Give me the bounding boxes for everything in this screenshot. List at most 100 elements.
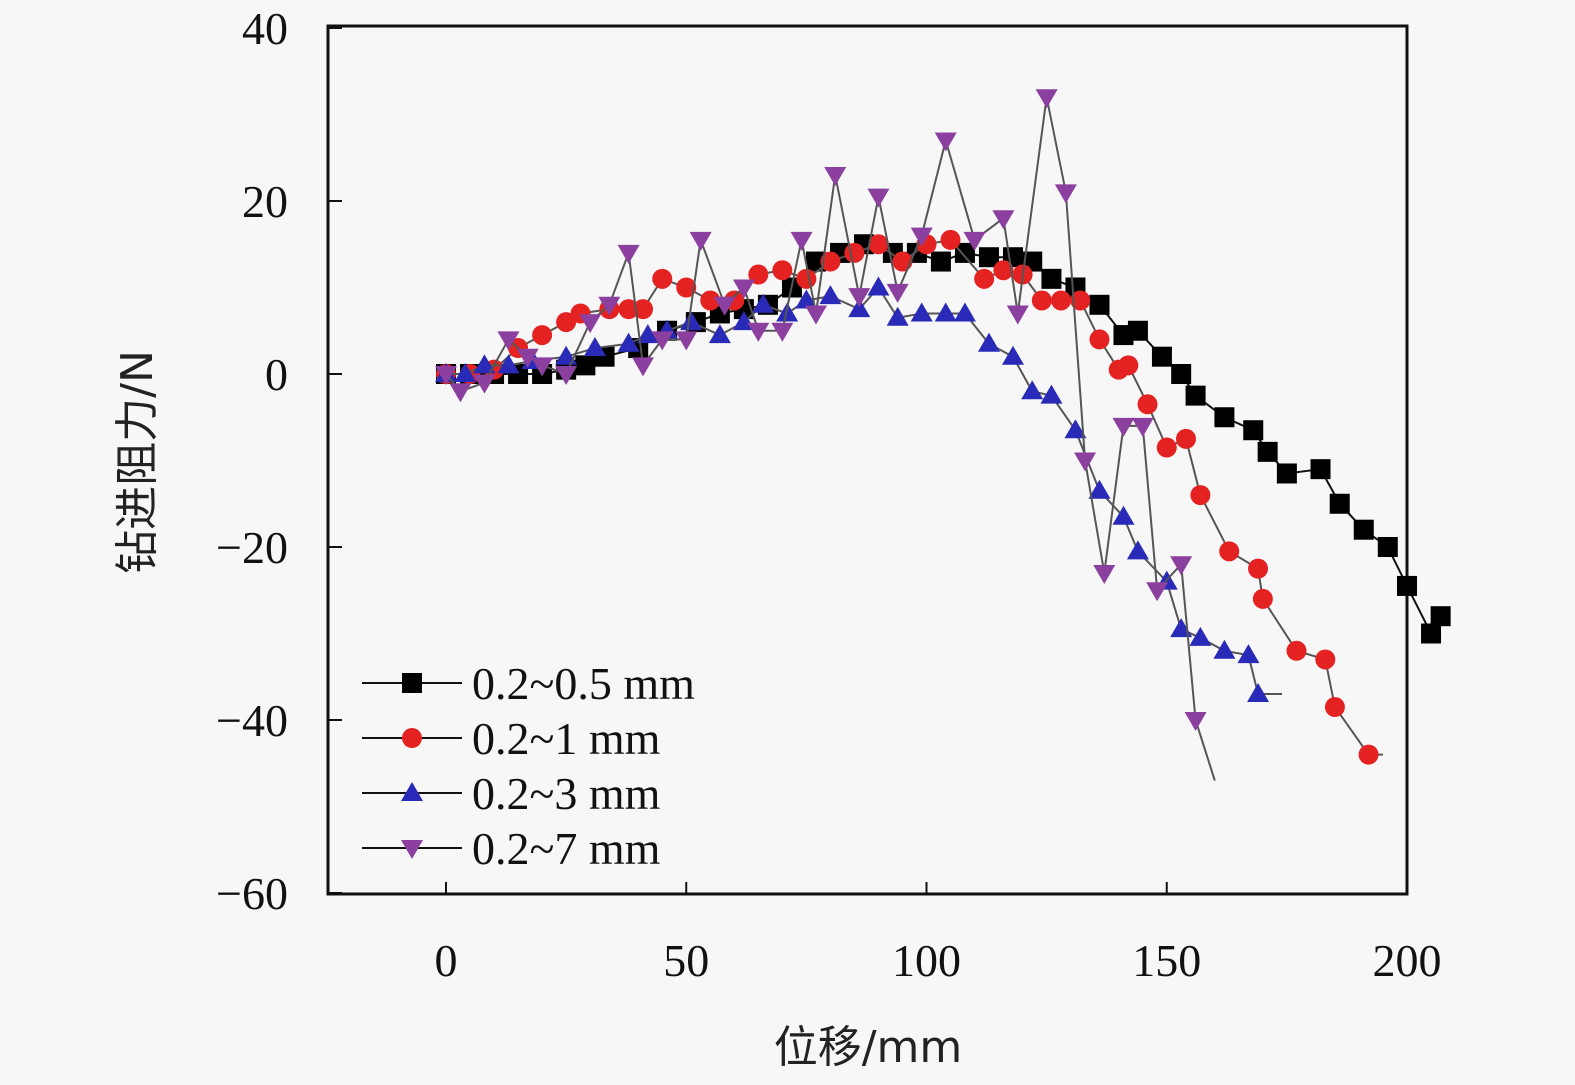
data-point [1175, 428, 1196, 449]
data-point [1171, 364, 1192, 384]
data-point [1252, 588, 1273, 609]
data-point [617, 332, 640, 352]
y-tick-label: −20 [216, 522, 288, 573]
data-point [1276, 463, 1297, 484]
data-point [732, 279, 755, 299]
data-point [700, 290, 721, 311]
x-tick-label: 0 [435, 935, 458, 986]
data-point [886, 306, 909, 326]
data-point [848, 288, 871, 308]
data-point [1219, 541, 1240, 562]
data-point [1190, 485, 1211, 506]
legend-marker [401, 840, 423, 859]
data-point [632, 357, 655, 377]
data-point [1430, 606, 1451, 627]
data-point [963, 231, 986, 251]
data-point [1021, 380, 1044, 400]
series-layer [435, 89, 1451, 781]
data-point [805, 251, 826, 272]
data-point [1257, 441, 1278, 462]
data-point [676, 277, 697, 298]
data-point [772, 260, 793, 281]
data-point [820, 251, 841, 272]
data-point [978, 247, 999, 268]
data-point [795, 289, 818, 309]
data-point [1093, 564, 1116, 584]
data-point [910, 302, 933, 322]
data-point [1397, 575, 1417, 596]
data-point [1184, 712, 1207, 731]
data-point [473, 354, 496, 374]
legend-marker [402, 728, 422, 748]
data-point [848, 298, 871, 318]
legend-item: 0.2~3 mm [362, 768, 661, 819]
data-point [579, 314, 602, 334]
legend-label: 0.2~3 mm [472, 768, 661, 819]
data-point [1248, 558, 1269, 579]
data-point [804, 305, 827, 325]
legend-label: 0.2~7 mm [472, 823, 661, 874]
data-point [819, 285, 842, 305]
data-point [867, 276, 890, 296]
data-point [618, 299, 639, 320]
x-tick-label: 200 [1373, 935, 1442, 986]
data-point [790, 231, 813, 251]
data-point [1247, 683, 1270, 703]
data-point [680, 311, 703, 331]
data-point [796, 268, 817, 289]
data-point [1064, 419, 1087, 439]
data-point [930, 251, 951, 272]
data-point [1170, 556, 1193, 576]
data-point [824, 167, 847, 187]
x-tick-label: 100 [892, 935, 961, 986]
data-point [531, 357, 554, 377]
data-point [1156, 437, 1177, 458]
y-tick-label: 40 [242, 3, 288, 54]
data-point [1151, 346, 1172, 367]
data-point [583, 337, 606, 357]
data-point [867, 188, 890, 208]
data-point [435, 366, 457, 385]
legend-item: 0.2~1 mm [362, 713, 661, 764]
data-point [1088, 479, 1111, 499]
data-point [992, 210, 1015, 230]
data-point [1001, 345, 1024, 365]
data-point [1051, 290, 1072, 311]
data-point [974, 268, 995, 289]
data-point [1006, 305, 1029, 325]
data-point [598, 296, 621, 316]
data-point [1112, 505, 1135, 525]
data-point [449, 383, 472, 403]
data-point [1035, 89, 1058, 109]
data-point [1040, 384, 1063, 404]
data-point [1131, 417, 1154, 437]
legend-marker [401, 782, 423, 801]
y-axis-title: 钻进阻力/N [112, 350, 163, 574]
data-point [1237, 644, 1260, 664]
data-point [689, 231, 712, 251]
data-point [556, 312, 577, 333]
data-point [575, 355, 596, 376]
data-point [708, 324, 731, 344]
data-point [1358, 744, 1379, 765]
legend-item: 0.2~0.5 mm [362, 658, 695, 709]
data-point [636, 324, 659, 344]
data-point [1041, 268, 1062, 289]
data-point [1286, 640, 1307, 661]
data-point [454, 363, 477, 382]
data-point [953, 302, 976, 322]
data-point [1089, 294, 1110, 315]
data-point [977, 332, 1000, 352]
data-point [910, 227, 933, 247]
data-point [555, 366, 578, 385]
legend-label: 0.2~1 mm [472, 713, 661, 764]
data-point [934, 132, 957, 152]
y-tick-label: 0 [265, 349, 288, 400]
data-point [940, 229, 961, 250]
x-tick-label: 50 [663, 935, 709, 986]
legend: 0.2~0.5 mm0.2~1 mm0.2~3 mm0.2~7 mm [362, 658, 695, 874]
data-point [1074, 452, 1097, 472]
data-point [473, 374, 496, 394]
